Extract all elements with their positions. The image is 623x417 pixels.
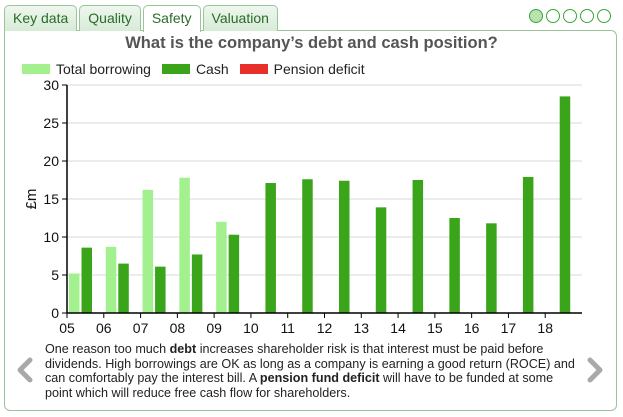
- bar-total-borrowing: [179, 177, 190, 313]
- bar-total-borrowing: [69, 273, 80, 313]
- bar-cash: [522, 176, 534, 313]
- bar-cash: [339, 180, 350, 313]
- y-tick-label: 15: [43, 191, 59, 207]
- x-tick-label: 12: [317, 320, 333, 336]
- pager-dots: [526, 9, 611, 23]
- description-part-1: One reason too much: [45, 342, 170, 356]
- x-tick-label: 07: [133, 320, 149, 336]
- chevron-right-icon[interactable]: [585, 357, 605, 383]
- tab-valuation[interactable]: Valuation: [202, 5, 278, 31]
- tab-key-data[interactable]: Key data: [4, 5, 78, 31]
- bar-total-borrowing: [105, 246, 117, 313]
- y-tick-label: 5: [51, 267, 59, 283]
- tab-quality[interactable]: Quality: [79, 5, 141, 31]
- x-tick-label: 06: [96, 320, 112, 336]
- tab-bar: Key data Quality Safety Valuation: [4, 5, 280, 32]
- bar-cash: [81, 247, 92, 313]
- pager-dot-2[interactable]: [546, 9, 560, 23]
- y-tick-label: 20: [43, 153, 59, 169]
- y-tick-label: 10: [43, 229, 59, 245]
- y-tick-label: 30: [43, 77, 59, 93]
- description-text: One reason too much debt increases share…: [45, 342, 581, 400]
- pager-dot-5[interactable]: [597, 9, 611, 23]
- bar-cash: [486, 223, 497, 313]
- legend-swatch-cash: [161, 64, 190, 74]
- bar-cash: [118, 263, 129, 313]
- description-part-3: will have to be funded at some point whi…: [45, 371, 554, 400]
- chart-legend: Total borrowing Cash Pension deficit: [22, 61, 376, 77]
- x-tick-label: 09: [206, 320, 222, 336]
- description-bold-pension: pension fund deficit: [259, 371, 380, 386]
- bar-cash: [302, 179, 313, 313]
- bar-cash: [449, 218, 460, 313]
- bar-total-borrowing: [142, 189, 154, 313]
- chart-title: What is the company’s debt and cash posi…: [125, 34, 498, 52]
- bar-cash: [191, 254, 203, 313]
- bar-cash: [265, 183, 276, 313]
- legend-item-total-borrowing: Total borrowing: [22, 61, 151, 77]
- x-tick-label: 08: [170, 320, 186, 336]
- x-tick-label: 14: [390, 320, 406, 336]
- tab-safety[interactable]: Safety: [142, 5, 201, 32]
- x-tick-label: 13: [353, 320, 369, 336]
- pager-dot-3[interactable]: [563, 9, 577, 23]
- bar-cash: [375, 207, 387, 313]
- pager-dot-4[interactable]: [580, 9, 594, 23]
- legend-swatch-pension-deficit: [239, 64, 268, 74]
- pager-dot-1[interactable]: [529, 9, 543, 23]
- bar-cash: [412, 180, 424, 313]
- y-axis-label: £m: [23, 189, 40, 210]
- y-tick-label: 25: [43, 115, 59, 131]
- x-tick-label: 16: [464, 320, 480, 336]
- x-tick-label: 15: [427, 320, 443, 336]
- legend-label-pension-deficit: Pension deficit: [273, 61, 365, 77]
- x-tick-label: 18: [537, 320, 553, 336]
- legend-item-cash: Cash: [161, 61, 229, 77]
- bar-total-borrowing: [216, 221, 227, 313]
- legend-label-cash: Cash: [195, 61, 229, 77]
- y-tick-label: 0: [51, 305, 59, 321]
- x-tick-label: 05: [59, 320, 75, 336]
- x-tick-label: 10: [243, 320, 259, 336]
- bar-cash: [155, 266, 166, 313]
- bar-cash: [228, 234, 240, 313]
- legend-item-pension-deficit: Pension deficit: [239, 61, 365, 77]
- description-bold-debt: debt: [169, 342, 197, 356]
- legend-label-total-borrowing: Total borrowing: [56, 61, 151, 77]
- bar-cash: [559, 96, 571, 314]
- description-part-2: increases shareholder risk is that inter…: [45, 342, 575, 386]
- legend-swatch-total-borrowing: [22, 64, 50, 74]
- x-tick-label: 11: [280, 320, 295, 336]
- chevron-left-icon[interactable]: [15, 357, 35, 383]
- x-tick-label: 17: [501, 320, 517, 336]
